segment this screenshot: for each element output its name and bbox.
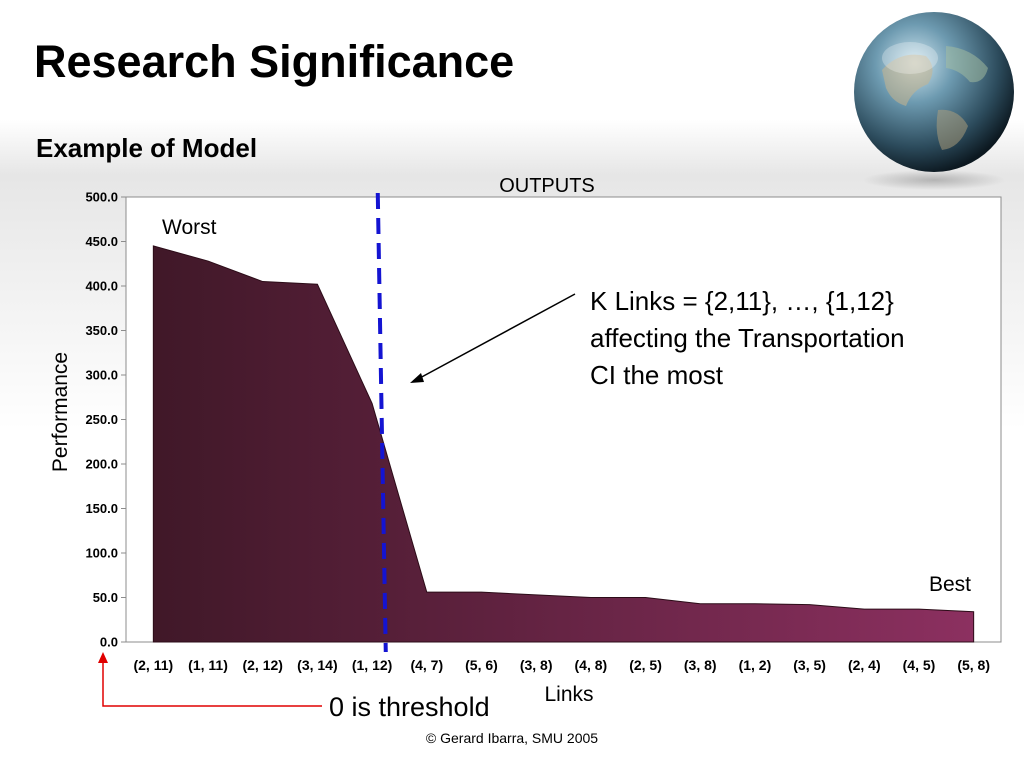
k-links-line-3: CI the most (590, 360, 724, 390)
x-tick-label: (4, 8) (575, 657, 608, 673)
x-axis-label: Links (544, 683, 593, 706)
x-tick-label: (3, 8) (520, 657, 553, 673)
x-tick-label: (5, 8) (957, 657, 990, 673)
x-tick-label: (2, 11) (133, 657, 173, 673)
k-links-line-1: K Links = {2,11}, …, {1,12} (590, 286, 894, 316)
y-axis-label: Performance (49, 352, 72, 472)
x-tick-label: (4, 5) (903, 657, 936, 673)
x-tick-label: (4, 7) (410, 657, 443, 673)
y-tick-label: 350.0 (85, 323, 118, 338)
y-axis: 0.0 50.0 100.0 150.0 200.0 250.0 300.0 350.0 400… (85, 190, 126, 650)
best-label: Best (929, 573, 971, 596)
worst-label: Worst (162, 216, 217, 239)
y-tick-label: 450.0 (85, 234, 118, 249)
x-tick-label: (2, 12) (242, 657, 282, 673)
y-tick-label: 100.0 (85, 546, 118, 561)
k-links-arrow-head (410, 373, 424, 383)
y-tick-label: 150.0 (85, 501, 118, 516)
x-tick-label: (3, 5) (793, 657, 826, 673)
y-tick-label: 400.0 (85, 279, 118, 294)
x-tick-label: (3, 14) (297, 657, 337, 673)
x-axis: (2, 11) (1, 11) (2, 12) (3, 14) (1, 12) (4, 7… (133, 657, 990, 673)
y-tick-label: 500.0 (85, 190, 118, 205)
chart-title: OUTPUTS (499, 175, 595, 197)
y-tick-label: 300.0 (85, 368, 118, 383)
y-tick-label: 200.0 (85, 457, 118, 472)
slide-subtitle: Example of Model (36, 133, 258, 163)
x-tick-label: (1, 12) (352, 657, 392, 673)
k-links-arrow (417, 293, 576, 380)
x-tick-label: (1, 2) (739, 657, 772, 673)
slide-title: Research Significance (34, 36, 515, 87)
globe-icon (854, 12, 1014, 190)
performance-area (152, 245, 975, 643)
k-links-line-2: affecting the Transportation (590, 323, 905, 353)
x-tick-label: (2, 5) (629, 657, 662, 673)
x-tick-label: (5, 6) (465, 657, 498, 673)
threshold-note: 0 is threshold (329, 692, 490, 722)
x-tick-label: (2, 4) (848, 657, 881, 673)
x-tick-label: (3, 8) (684, 657, 717, 673)
y-tick-label: 0.0 (100, 635, 118, 650)
footer-copyright: © Gerard Ibarra, SMU 2005 (425, 730, 599, 746)
y-tick-label: 250.0 (85, 412, 118, 427)
y-tick-label: 50.0 (93, 590, 118, 605)
x-tick-label: (1, 11) (188, 657, 228, 673)
threshold-pointer (98, 652, 322, 707)
threshold-line (375, 192, 388, 653)
